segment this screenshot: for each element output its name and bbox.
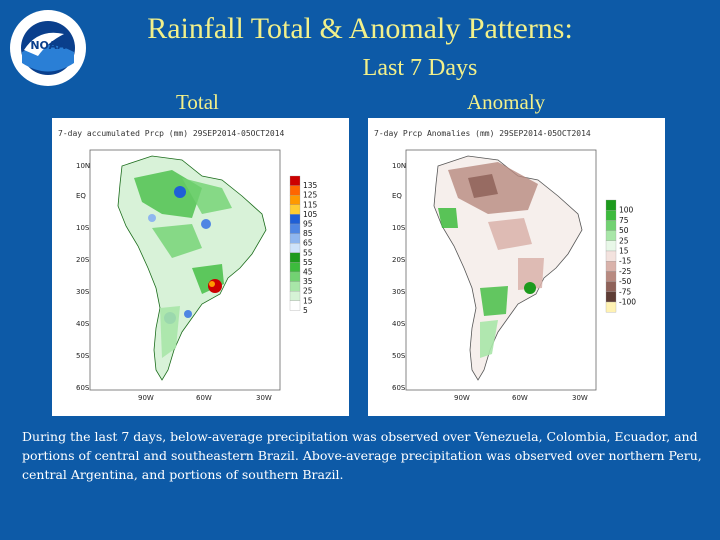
lat-label: 20S: [392, 256, 406, 264]
anomaly-legend-swatch: [605, 240, 617, 252]
total-map-panel: 7-day accumulated Prcp (mm) 29SEP2014-05…: [52, 118, 349, 416]
anomaly-legend-swatch: [605, 261, 617, 272]
total-legend-label: 35: [303, 277, 313, 286]
total-legend-label: 105: [303, 210, 318, 219]
total-legend-swatch: [289, 300, 301, 311]
total-legend-swatch: [289, 291, 301, 301]
summary-caption: During the last 7 days, below-average pr…: [22, 429, 702, 482]
page-subtitle: Last 7 Days: [362, 55, 478, 81]
total-legend-swatch: [289, 223, 301, 234]
lat-label: EQ: [76, 192, 86, 200]
lon-label: 30W: [572, 394, 588, 402]
total-legend-swatch: [289, 233, 301, 244]
south-america-anomaly: [433, 155, 583, 381]
lat-label: 30S: [76, 288, 90, 296]
total-legend-label: 115: [303, 200, 318, 209]
lat-label: 60S: [392, 384, 406, 392]
lon-label: 30W: [256, 394, 272, 402]
anomaly-map: 7-day Prcp Anomalies (mm) 29SEP2014-05OC…: [374, 129, 636, 402]
lat-label: 10N: [392, 162, 406, 170]
lat-label: 10N: [76, 162, 90, 170]
total-legend-label: 15: [303, 296, 313, 305]
total-map: 7-day accumulated Prcp (mm) 29SEP2014-05…: [58, 129, 318, 402]
lat-label: 50S: [76, 352, 90, 360]
total-legend-label: 45: [303, 268, 313, 277]
lon-label: 60W: [196, 394, 212, 402]
anomaly-legend-label: 75: [619, 216, 629, 225]
total-legend-label: 55: [303, 248, 313, 257]
anomaly-legend-label: -100: [619, 298, 636, 307]
total-legend-swatch: [289, 185, 301, 196]
anomaly-legend-label: -15: [619, 257, 631, 266]
lat-label: EQ: [392, 192, 402, 200]
lat-label: 10S: [392, 224, 406, 232]
anomaly-legend-label: -25: [619, 267, 631, 276]
anomaly-legend-swatch: [605, 281, 617, 292]
anomaly-legend-swatch: [605, 210, 617, 221]
total-legend-label: 95: [303, 220, 313, 229]
anomaly-legend-label: 100: [619, 206, 634, 215]
page-title: Rainfall Total & Anomaly Patterns:: [147, 12, 573, 45]
lat-label: 10S: [76, 224, 90, 232]
total-legend-label: 65: [303, 239, 313, 248]
lat-label: 50S: [392, 352, 406, 360]
anomaly-map-panel: 7-day Prcp Anomalies (mm) 29SEP2014-05OC…: [368, 118, 665, 416]
lon-label: 90W: [454, 394, 470, 402]
lat-label: 40S: [392, 320, 406, 328]
total-legend-swatch: [289, 252, 301, 263]
anomaly-legend-label: 50: [619, 226, 629, 235]
total-legend-label: 5: [303, 306, 308, 315]
anomaly-heading: Anomaly: [467, 90, 546, 114]
total-legend-swatch: [289, 243, 301, 253]
total-legend-label: 135: [303, 181, 318, 190]
logo-text: NOAA: [30, 39, 66, 52]
lon-label: 60W: [512, 394, 528, 402]
total-legend-swatch: [289, 204, 301, 215]
anomaly-legend-swatch: [605, 230, 617, 241]
total-legend-label: 25: [303, 287, 313, 296]
lat-label: 60S: [76, 384, 90, 392]
total-legend-swatch: [289, 214, 301, 225]
total-legend-label: 55: [303, 258, 313, 267]
anomaly-legend-label: -75: [619, 287, 631, 296]
total-legend-swatch: [289, 271, 301, 282]
anomaly-legend-swatch: [605, 301, 617, 313]
lat-label: 40S: [76, 320, 90, 328]
anomaly-legend-label: -50: [619, 277, 631, 286]
anomaly-legend-swatch: [605, 220, 617, 231]
lat-label: 30S: [392, 288, 406, 296]
anomaly-legend-swatch: [605, 250, 617, 262]
total-heading: Total: [176, 90, 219, 114]
total-legend-label: 85: [303, 229, 313, 238]
lat-label: 20S: [76, 256, 90, 264]
anomaly-legend-swatch: [605, 199, 617, 211]
total-legend-swatch: [289, 175, 301, 186]
anomaly-legend-label: 15: [619, 247, 629, 256]
total-map-title: 7-day accumulated Prcp (mm) 29SEP2014-05…: [58, 129, 285, 138]
total-legend-swatch: [289, 195, 301, 205]
anomaly-map-title: 7-day Prcp Anomalies (mm) 29SEP2014-05OC…: [374, 129, 591, 138]
anomaly-legend-swatch: [605, 291, 617, 303]
total-legend-label: 125: [303, 191, 318, 200]
anomaly-legend-label: 25: [619, 236, 629, 245]
total-legend-swatch: [289, 262, 301, 273]
total-legend-swatch: [289, 281, 301, 292]
anomaly-legend-swatch: [605, 271, 617, 282]
noaa-logo: NOAA: [10, 10, 86, 86]
lon-label: 90W: [138, 394, 154, 402]
